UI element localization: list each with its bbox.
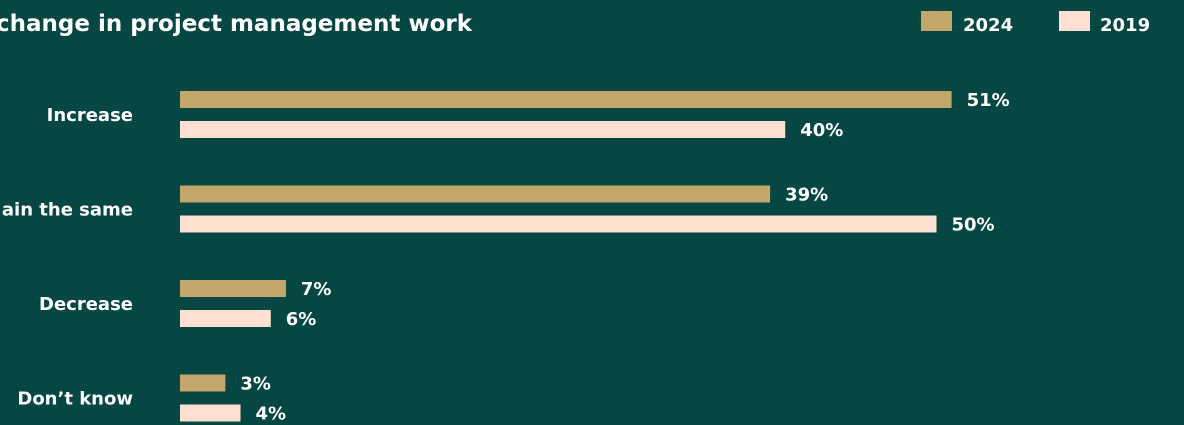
legend-swatch-2019 [1059,11,1090,31]
value-label-2019-don-t-know: 4% [256,404,287,425]
value-label-2024-ain-the-same: 39% [785,185,828,206]
chart-title: change in project management work [0,11,473,37]
value-label-2019-decrease: 6% [286,309,317,330]
bar-2019-increase [180,121,786,138]
category-label-don-t-know: Don’t know [17,389,133,410]
legend-label-2024: 2024 [963,15,1013,36]
value-label-2024-decrease: 7% [301,279,332,300]
value-label-2019-ain-the-same: 50% [952,215,995,236]
bar-2024-ain-the-same [180,185,771,203]
bar-2019-ain-the-same [180,215,937,233]
bar-2019-decrease [180,310,271,327]
legend-label-2019: 2019 [1100,15,1150,36]
category-label-increase: Increase [47,105,133,126]
category-label-decrease: Decrease [39,294,133,315]
value-label-2019-increase: 40% [800,120,843,141]
bar-2024-decrease [180,280,286,297]
legend: 2024 2019 [921,11,1150,36]
bar-2019-don-t-know [180,404,241,422]
value-label-2024-don-t-know: 3% [240,374,271,395]
bar-2024-increase [180,91,952,108]
legend-swatch-2024 [921,11,952,31]
bar-2024-don-t-know [180,374,226,392]
plot-area: Increase 51% 40% ain the same 39% 50% Decrease… [2,90,1010,425]
value-label-2024-increase: 51% [967,90,1010,111]
category-label-ain-the-same: ain the same [2,200,133,221]
